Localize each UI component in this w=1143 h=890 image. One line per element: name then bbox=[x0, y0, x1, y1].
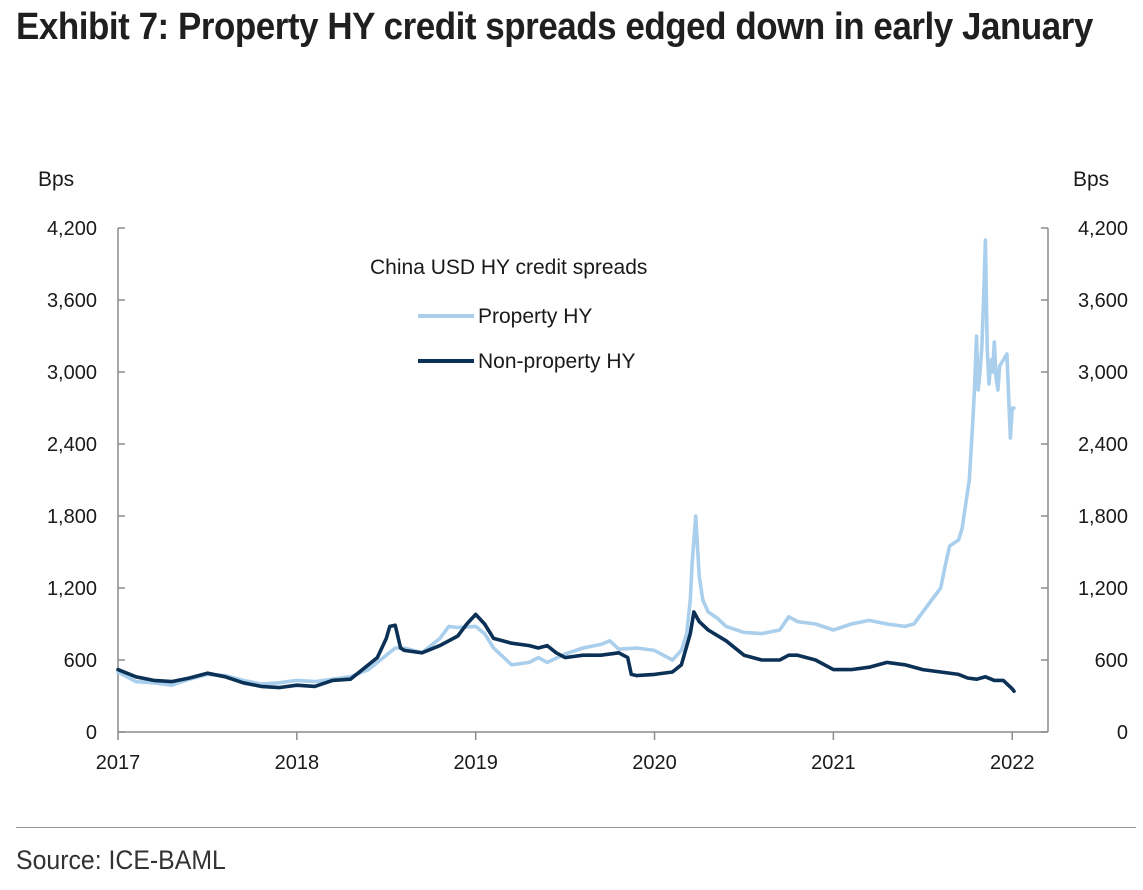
chart-series-layer bbox=[116, 238, 1016, 693]
series-line-non-property-hy bbox=[116, 610, 1016, 693]
footer-divider bbox=[16, 827, 1136, 828]
y-tick-label-right: 3,600 bbox=[1078, 290, 1128, 312]
x-tick-label: 2018 bbox=[275, 752, 320, 774]
y-tick-label-right: 1,200 bbox=[1078, 578, 1128, 600]
x-tick-label: 2020 bbox=[632, 752, 677, 774]
y-tick-label-left: 0 bbox=[86, 722, 97, 744]
y-tick-label-left: 2,400 bbox=[47, 434, 97, 456]
x-tick-label: 2022 bbox=[990, 752, 1035, 774]
x-tick-label: 2021 bbox=[811, 752, 856, 774]
y-axis-unit-left: Bps bbox=[38, 168, 75, 191]
y-tick-label-right: 3,000 bbox=[1078, 362, 1128, 384]
y-tick-label-right: 0 bbox=[1117, 722, 1128, 744]
y-tick-label-left: 3,600 bbox=[47, 290, 97, 312]
page-title: Exhibit 7: Property HY credit spreads ed… bbox=[16, 6, 1093, 48]
y-tick-label-left: 3,000 bbox=[47, 362, 97, 384]
y-tick-label-left: 1,200 bbox=[47, 578, 97, 600]
legend-label-non-property-hy: Non-property HY bbox=[478, 350, 636, 373]
series-line-property-hy bbox=[116, 238, 1016, 687]
x-tick-label: 2017 bbox=[96, 752, 141, 774]
y-axis-unit-right: Bps bbox=[1073, 168, 1110, 191]
chart-legend: China USD HY credit spreads Property HY … bbox=[370, 256, 647, 373]
y-tick-label-left: 600 bbox=[64, 650, 97, 672]
y-tick-label-left: 4,200 bbox=[47, 218, 97, 240]
y-tick-label-right: 1,800 bbox=[1078, 506, 1128, 528]
y-tick-label-right: 4,200 bbox=[1078, 218, 1128, 240]
legend-label-property-hy: Property HY bbox=[478, 305, 592, 328]
y-tick-label-left: 1,800 bbox=[47, 506, 97, 528]
legend-title: China USD HY credit spreads bbox=[370, 256, 647, 279]
y-tick-label-right: 2,400 bbox=[1078, 434, 1128, 456]
x-tick-label: 2019 bbox=[453, 752, 498, 774]
y-tick-label-right: 600 bbox=[1095, 650, 1128, 672]
source-note: Source: ICE-BAML bbox=[16, 845, 226, 875]
chart-axes: 0 0 600 600 1,200 1,200 1,800 1,800 2,400 2,400 3,… bbox=[47, 218, 1128, 774]
